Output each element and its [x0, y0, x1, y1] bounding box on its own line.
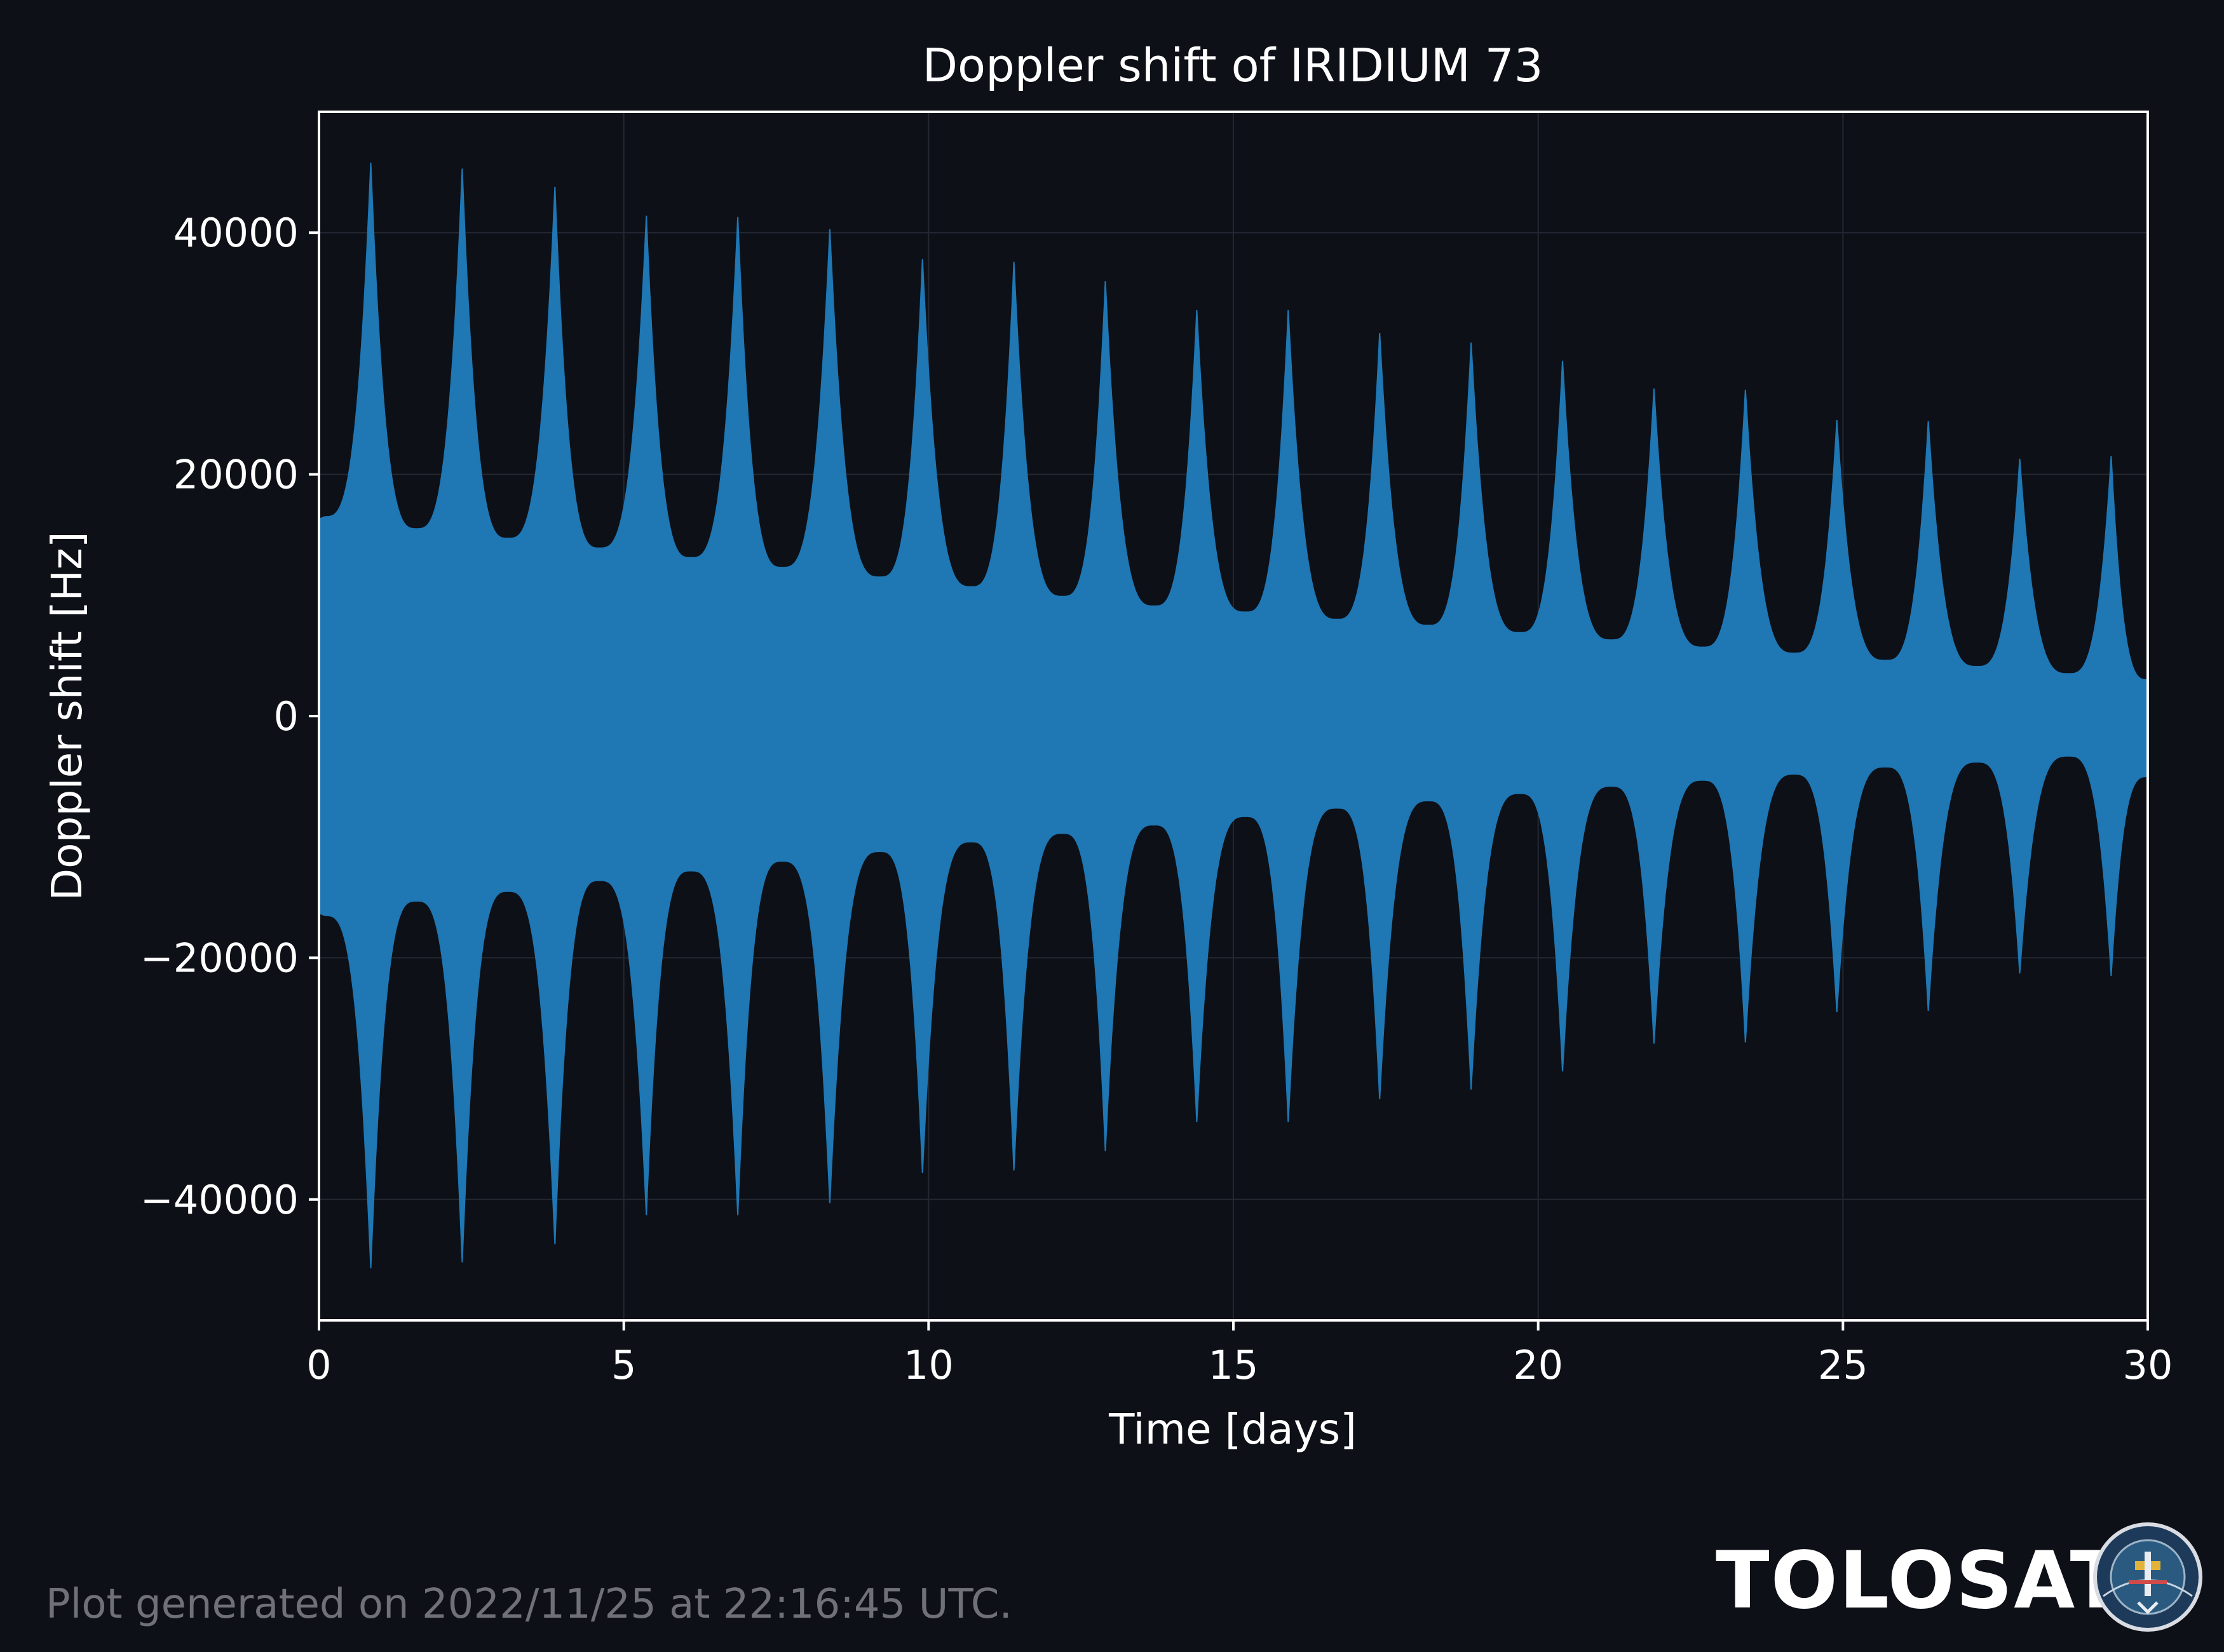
chart-title: Doppler shift of IRIDIUM 73	[923, 39, 1543, 92]
x-tick-label: 5	[611, 1342, 636, 1388]
x-axis-label: Time [days]	[1108, 1405, 1357, 1454]
axis-ticks: 0 5 10 15 20 25 30 40000 20000 0 −20000 −40000	[140, 210, 2173, 1388]
x-tick-label: 25	[1818, 1342, 1868, 1388]
x-tick-label: 30	[2123, 1342, 2173, 1388]
tolosat-badge-icon	[2093, 1522, 2202, 1632]
x-tick-label: 10	[904, 1342, 954, 1388]
y-tick-label: −20000	[140, 935, 299, 981]
x-tick-label: 0	[306, 1342, 331, 1388]
brand-wordmark: TOLOSAT	[1716, 1535, 2126, 1627]
x-tick-label: 15	[1209, 1342, 1259, 1388]
x-tick-label: 20	[1513, 1342, 1563, 1388]
generation-timestamp: Plot generated on 2022/11/25 at 22:16:45…	[46, 1581, 1012, 1628]
y-tick-label: −40000	[140, 1177, 299, 1223]
y-tick-label: 40000	[173, 210, 299, 256]
y-tick-label: 0	[274, 693, 299, 740]
y-axis-label: Doppler shift [Hz]	[43, 531, 92, 900]
y-tick-label: 20000	[173, 452, 299, 498]
